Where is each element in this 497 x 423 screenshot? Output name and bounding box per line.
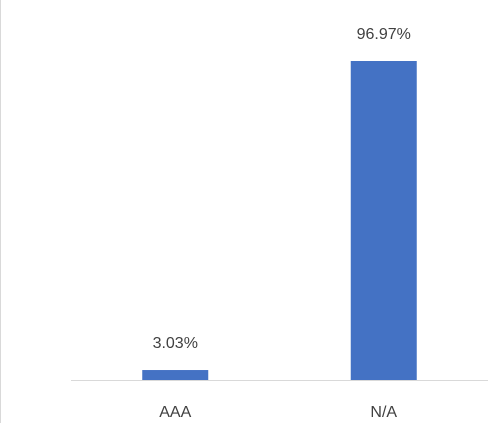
bars-group [142,61,417,380]
chart-frame-edge [0,0,1,423]
bar-aaa [142,370,209,380]
x-tick-label: N/A [370,404,397,421]
bar-n-a [350,61,417,380]
labels-group: 3.03% AAA 96.97% N/A [153,26,411,421]
data-label: 96.97% [357,26,411,43]
data-label: 3.03% [153,335,198,352]
x-tick-label: AAA [159,404,191,421]
